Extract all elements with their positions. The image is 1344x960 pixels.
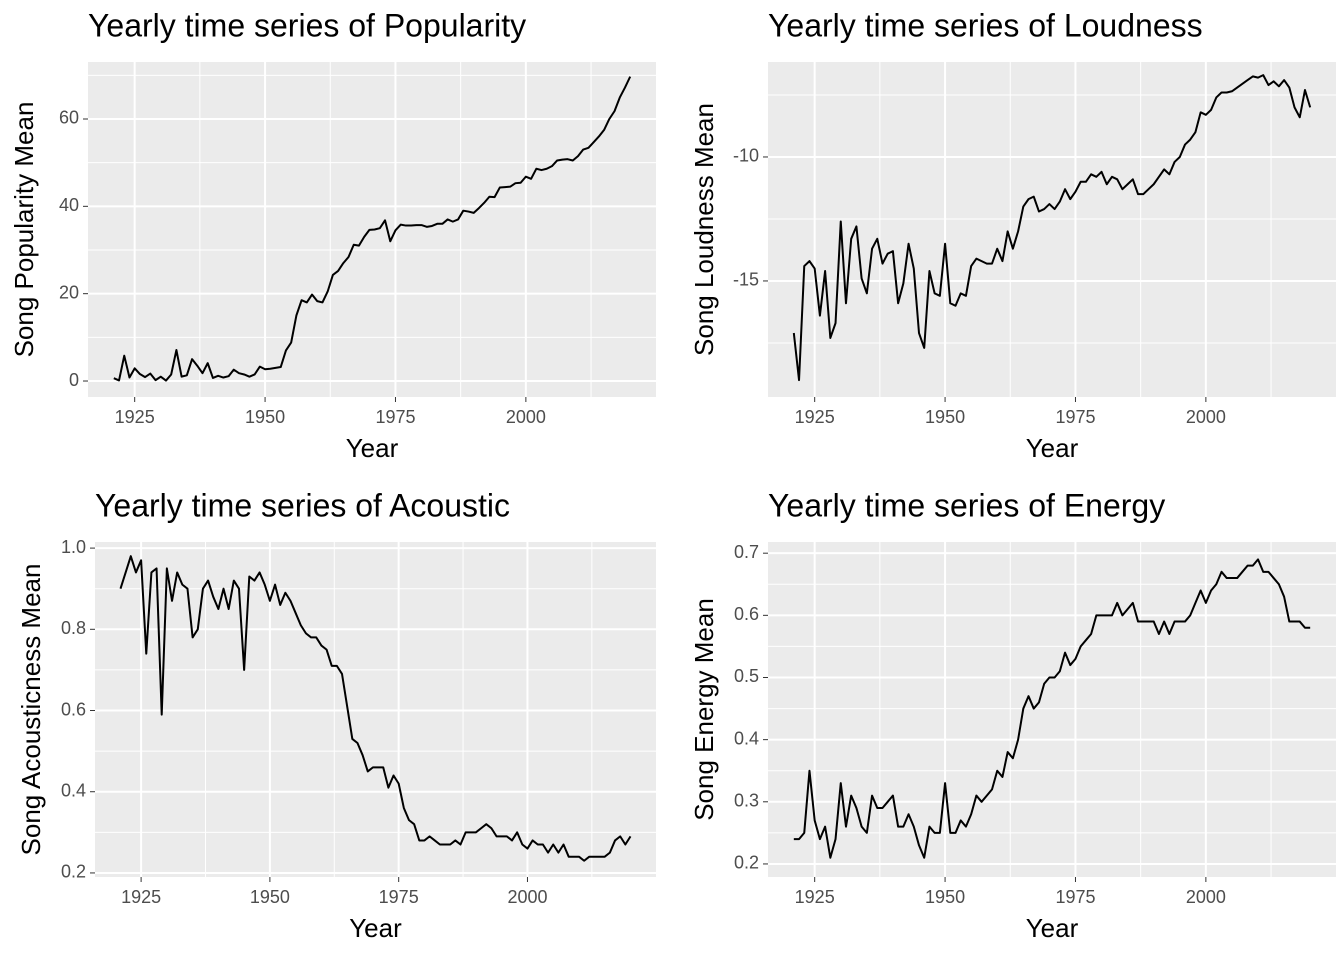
x-tick-label: 1925 xyxy=(115,407,155,427)
x-axis-title: Year xyxy=(1026,433,1079,463)
x-tick-label: 1975 xyxy=(1055,407,1095,427)
y-axis-title: Song Acousticness Mean xyxy=(16,564,46,856)
y-tick-label: 0 xyxy=(69,370,79,390)
x-tick-label: 2000 xyxy=(1186,887,1226,907)
y-axis-title: Song Energy Mean xyxy=(689,598,719,821)
x-axis-title: Year xyxy=(1026,913,1079,943)
y-tick-label: 40 xyxy=(59,195,79,215)
data-line xyxy=(793,558,1311,859)
chart-title: Yearly time series of Energy xyxy=(768,487,1165,523)
data-line xyxy=(119,555,632,862)
y-tick-label: 0.4 xyxy=(734,728,759,748)
data-line xyxy=(113,76,632,382)
x-axis-title: Year xyxy=(349,913,402,943)
x-tick-label: 1925 xyxy=(795,407,835,427)
x-tick-label: 1950 xyxy=(925,407,965,427)
x-tick-label: 1975 xyxy=(375,407,415,427)
chart-title: Yearly time series of Acoustic xyxy=(95,487,510,523)
y-tick-label: 0.2 xyxy=(734,853,759,873)
x-tick-label: 1925 xyxy=(121,887,161,907)
plot-background xyxy=(95,542,656,877)
y-tick-label: 60 xyxy=(59,108,79,128)
x-tick-label: 1950 xyxy=(250,887,290,907)
y-tick-label: 0.7 xyxy=(734,542,759,562)
plot-background xyxy=(768,62,1336,397)
x-tick-label: 2000 xyxy=(507,887,547,907)
y-axis-title: Song Popularity Mean xyxy=(9,102,39,358)
y-tick-label: 0.6 xyxy=(734,604,759,624)
x-axis-title: Year xyxy=(346,433,399,463)
y-tick-label: 0.6 xyxy=(61,699,86,719)
y-tick-label: 0.2 xyxy=(61,862,86,882)
y-tick-label: 20 xyxy=(59,282,79,302)
data-line xyxy=(792,74,1312,382)
y-tick-label: -15 xyxy=(733,270,759,290)
x-tick-label: 1975 xyxy=(379,887,419,907)
x-tick-label: 1925 xyxy=(795,887,835,907)
x-tick-label: 2000 xyxy=(1186,407,1226,427)
plot-background xyxy=(768,542,1336,877)
y-tick-label: 0.5 xyxy=(734,666,759,686)
x-tick-label: 2000 xyxy=(506,407,546,427)
chart-title: Yearly time series of Loudness xyxy=(768,7,1203,43)
x-tick-label: 1950 xyxy=(245,407,285,427)
y-tick-label: 0.3 xyxy=(734,791,759,811)
y-tick-label: -10 xyxy=(733,146,759,166)
y-tick-label: 0.4 xyxy=(61,780,86,800)
chart-title: Yearly time series of Popularity xyxy=(88,7,526,43)
x-tick-label: 1975 xyxy=(1055,887,1095,907)
y-tick-label: 0.8 xyxy=(61,618,86,638)
x-tick-label: 1950 xyxy=(925,887,965,907)
y-tick-label: 1.0 xyxy=(61,537,86,557)
y-axis-title: Song Loudness Mean xyxy=(689,103,719,356)
